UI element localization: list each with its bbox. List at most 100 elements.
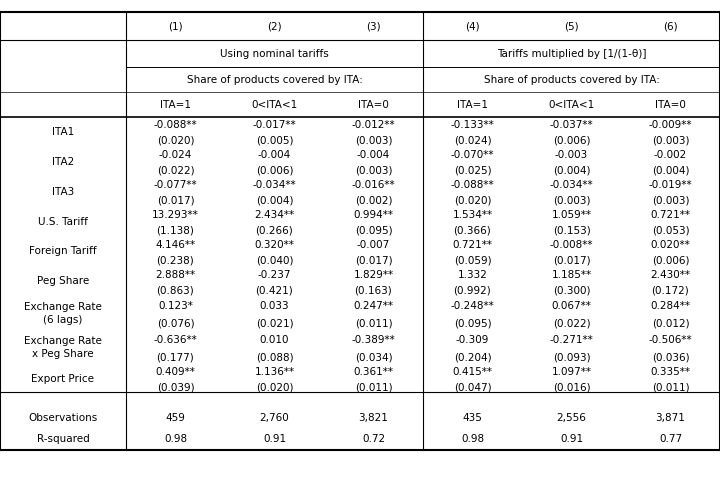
Text: 0.010: 0.010: [260, 335, 289, 345]
Text: 0.361**: 0.361**: [354, 368, 394, 377]
Text: Peg Share: Peg Share: [37, 276, 89, 286]
Text: 0.98: 0.98: [164, 434, 187, 444]
Text: Share of products covered by ITA:: Share of products covered by ITA:: [484, 75, 660, 85]
Text: (0.003): (0.003): [355, 166, 392, 176]
Text: -0.506**: -0.506**: [649, 335, 693, 345]
Text: -0.002: -0.002: [654, 150, 687, 160]
Text: 0<ITA<1: 0<ITA<1: [251, 100, 297, 110]
Text: -0.007: -0.007: [357, 240, 390, 250]
Text: 0.994**: 0.994**: [354, 210, 394, 220]
Text: -0.271**: -0.271**: [549, 335, 593, 345]
Text: Tariffs multiplied by [1/(1-θ)]: Tariffs multiplied by [1/(1-θ)]: [497, 48, 647, 59]
Text: (0.053): (0.053): [652, 226, 689, 236]
Text: (0.006): (0.006): [553, 136, 590, 146]
Text: ITA=0: ITA=0: [655, 100, 686, 110]
Text: 2,556: 2,556: [557, 413, 586, 423]
Text: 0.284**: 0.284**: [650, 301, 690, 311]
Text: (0.017): (0.017): [355, 255, 392, 265]
Text: (0.025): (0.025): [454, 166, 491, 176]
Text: 1.136**: 1.136**: [254, 368, 294, 377]
Text: (6): (6): [663, 21, 678, 31]
Text: -0.037**: -0.037**: [549, 121, 593, 130]
Text: (0.016): (0.016): [553, 383, 590, 393]
Text: x Peg Share: x Peg Share: [32, 349, 94, 359]
Text: 459: 459: [166, 413, 186, 423]
Text: (0.012): (0.012): [652, 318, 689, 328]
Text: 0.91: 0.91: [560, 434, 583, 444]
Text: -0.003: -0.003: [555, 150, 588, 160]
Text: (0.036): (0.036): [652, 352, 689, 362]
Text: Export Price: Export Price: [32, 374, 94, 384]
Text: -0.019**: -0.019**: [649, 180, 693, 190]
Text: 0.320**: 0.320**: [255, 240, 294, 250]
Text: 1.059**: 1.059**: [552, 210, 592, 220]
Text: 0.067**: 0.067**: [552, 301, 591, 311]
Text: 1.332: 1.332: [458, 270, 487, 280]
Text: (0.017): (0.017): [157, 196, 194, 206]
Text: (0.011): (0.011): [652, 383, 689, 393]
Text: Exchange Rate: Exchange Rate: [24, 302, 102, 312]
Text: (0.163): (0.163): [355, 285, 392, 295]
Text: 0.721**: 0.721**: [650, 210, 690, 220]
Text: ITA3: ITA3: [52, 187, 74, 197]
Text: (0.020): (0.020): [454, 196, 491, 206]
Text: 13.293**: 13.293**: [152, 210, 199, 220]
Text: -0.016**: -0.016**: [351, 180, 395, 190]
Text: (0.024): (0.024): [454, 136, 491, 146]
Text: (0.022): (0.022): [157, 166, 194, 176]
Text: (0.153): (0.153): [553, 226, 590, 236]
Text: (0.004): (0.004): [256, 196, 293, 206]
Text: (0.040): (0.040): [256, 255, 293, 265]
Text: 1.097**: 1.097**: [552, 368, 592, 377]
Text: Foreign Tariff: Foreign Tariff: [30, 247, 96, 256]
Text: -0.017**: -0.017**: [253, 121, 297, 130]
Text: (0.003): (0.003): [652, 196, 689, 206]
Text: (1): (1): [168, 21, 183, 31]
Text: 4.146**: 4.146**: [156, 240, 196, 250]
Text: (0.020): (0.020): [256, 383, 293, 393]
Text: (0.047): (0.047): [454, 383, 491, 393]
Text: (4): (4): [465, 21, 480, 31]
Text: (0.003): (0.003): [355, 136, 392, 146]
Text: 0.020**: 0.020**: [651, 240, 690, 250]
Text: (0.022): (0.022): [553, 318, 590, 328]
Text: -0.024: -0.024: [159, 150, 192, 160]
Text: 0.247**: 0.247**: [354, 301, 394, 311]
Text: 3,871: 3,871: [656, 413, 685, 423]
Text: (0.004): (0.004): [553, 166, 590, 176]
Text: Share of products covered by ITA:: Share of products covered by ITA:: [186, 75, 362, 85]
Text: (0.366): (0.366): [454, 226, 491, 236]
Text: -0.034**: -0.034**: [549, 180, 593, 190]
Text: (0.006): (0.006): [652, 255, 689, 265]
Text: 0.98: 0.98: [461, 434, 484, 444]
Text: -0.088**: -0.088**: [153, 121, 197, 130]
Text: R-squared: R-squared: [37, 434, 89, 444]
Text: (0.095): (0.095): [454, 318, 491, 328]
Text: ITA2: ITA2: [52, 157, 74, 167]
Text: -0.636**: -0.636**: [153, 335, 197, 345]
Text: (0.002): (0.002): [355, 196, 392, 206]
Text: Exchange Rate: Exchange Rate: [24, 336, 102, 346]
Text: (0.011): (0.011): [355, 383, 392, 393]
Text: 0.409**: 0.409**: [156, 368, 195, 377]
Text: 0.335**: 0.335**: [650, 368, 690, 377]
Text: (0.034): (0.034): [355, 352, 392, 362]
Text: (0.238): (0.238): [157, 255, 194, 265]
Text: 0.72: 0.72: [362, 434, 385, 444]
Text: (3): (3): [366, 21, 381, 31]
Text: 0.77: 0.77: [659, 434, 682, 444]
Text: (6 lags): (6 lags): [43, 315, 83, 325]
Text: -0.070**: -0.070**: [451, 150, 494, 160]
Text: ITA1: ITA1: [52, 127, 74, 137]
Text: U.S. Tariff: U.S. Tariff: [38, 217, 88, 227]
Text: (0.059): (0.059): [454, 255, 491, 265]
Text: (0.021): (0.021): [256, 318, 293, 328]
Text: Observations: Observations: [28, 413, 98, 423]
Text: -0.237: -0.237: [258, 270, 292, 280]
Text: (0.204): (0.204): [454, 352, 491, 362]
Text: 0<ITA<1: 0<ITA<1: [549, 100, 595, 110]
Text: (0.266): (0.266): [256, 226, 293, 236]
Text: 1.829**: 1.829**: [354, 270, 394, 280]
Text: 1.534**: 1.534**: [452, 210, 492, 220]
Text: 1.185**: 1.185**: [552, 270, 592, 280]
